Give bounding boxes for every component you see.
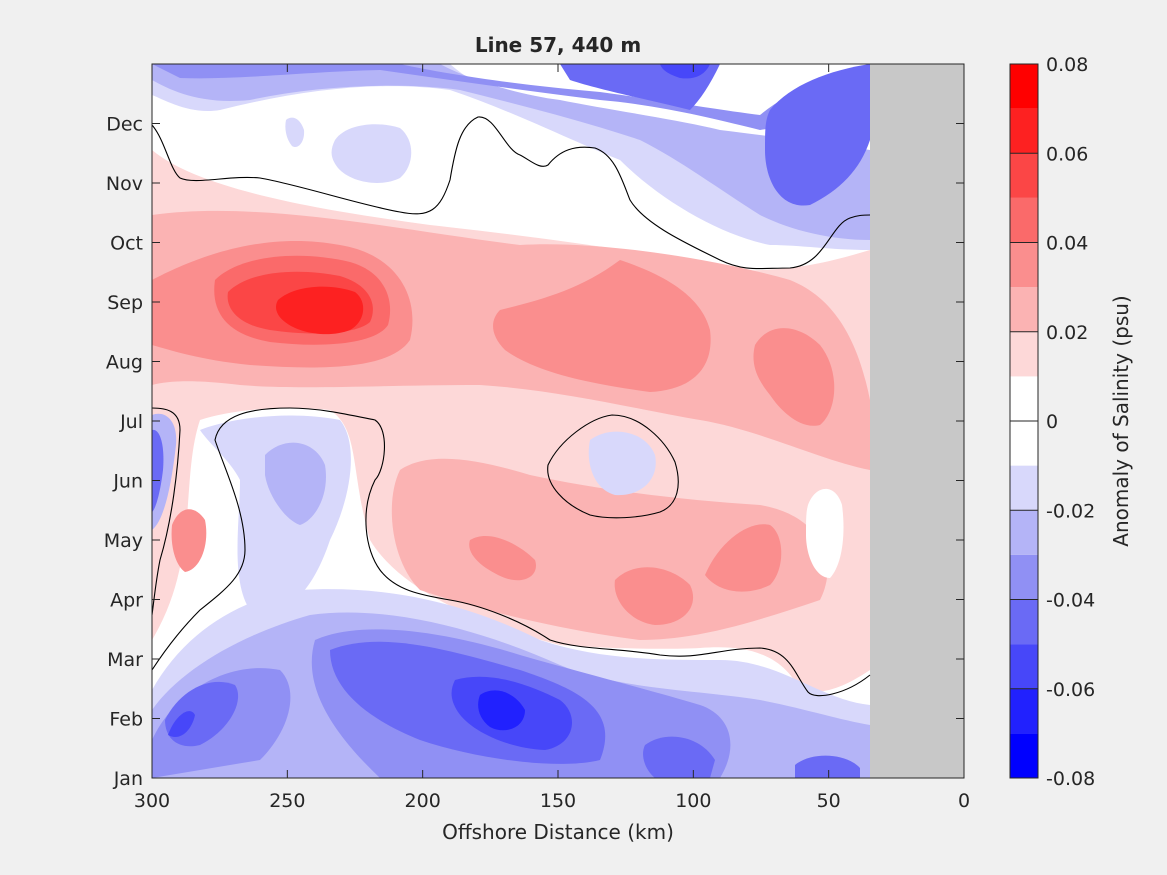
band-negative-mid-5 — [152, 429, 164, 512]
colorbar-tick-label: -0.04 — [1046, 590, 1095, 612]
x-tick-label: 150 — [540, 790, 576, 812]
zero-contour-loop — [547, 414, 679, 519]
colorbar-swatch — [1010, 733, 1038, 778]
x-tick-label: 0 — [958, 790, 970, 812]
no-data-region — [870, 64, 964, 778]
band-negative-top-1 — [152, 64, 870, 250]
colorbar-swatch — [1010, 153, 1038, 198]
y-tick-label: Apr — [110, 590, 143, 612]
x-tick-label: 50 — [817, 790, 841, 812]
y-tick-label: Dec — [106, 114, 143, 136]
y-tick-label: Jun — [112, 471, 143, 493]
y-tick-label: Feb — [109, 709, 143, 731]
band-negative-top-8 — [285, 117, 305, 148]
band-negative-top-7 — [331, 124, 412, 183]
x-axis-ticks: 300 250 200 150 100 50 0 — [134, 64, 970, 812]
band-negative-top-5 — [660, 64, 710, 79]
band-negative-bottom-9 — [168, 711, 195, 738]
y-tick-label: Aug — [106, 352, 143, 374]
band-negative-top-3 — [152, 64, 870, 140]
band-negative-top-2 — [152, 64, 870, 240]
colorbar-swatch — [1010, 644, 1038, 689]
chart-title: Line 57, 440 m — [475, 33, 641, 57]
band-positive-7 — [469, 535, 536, 581]
band-positive-5 — [493, 260, 711, 392]
colorbar-label: Anomaly of Salinity (psu) — [1109, 295, 1133, 546]
band-positive-8 — [614, 567, 694, 625]
y-tick-label: Sep — [107, 292, 143, 314]
band-negative-mid-3 — [588, 431, 656, 496]
band-positive-6 — [753, 328, 835, 426]
y-tick-label: Jan — [113, 768, 143, 790]
x-tick-label: 300 — [134, 790, 170, 812]
zero-contour-bottom — [152, 407, 871, 697]
colorbar-tick-label: 0.06 — [1046, 143, 1088, 165]
colorbar-swatch — [1010, 599, 1038, 645]
colorbar-tick-label: 0.08 — [1046, 54, 1088, 76]
band-negative-bottom-10 — [643, 736, 715, 778]
x-axis-label: Offshore Distance (km) — [442, 820, 674, 844]
y-axis-ticks: Jan Feb Mar Apr May Jun Jul Aug Sep Oct Nov Dec — [104, 114, 964, 790]
colorbar-swatch — [1010, 287, 1038, 332]
band-negative-bottom-7 — [478, 690, 525, 731]
colorbar-swatch — [1010, 421, 1038, 466]
y-tick-label: Mar — [107, 649, 143, 671]
zero-contour-lines — [152, 116, 871, 697]
band-positive-10 — [171, 509, 207, 572]
colorbar-swatch — [1010, 688, 1038, 734]
colorbar-swatch — [1010, 554, 1038, 600]
band-negative-bottom-11 — [795, 755, 860, 778]
colorbar-tick-label: 0.02 — [1046, 322, 1088, 344]
x-tick-label: 100 — [675, 790, 711, 812]
colorbar-swatch — [1010, 331, 1038, 377]
band-negative-mid-2 — [265, 442, 326, 525]
salinity-field — [152, 64, 964, 778]
colorbar-swatch — [1010, 465, 1038, 511]
colorbar-swatch — [1010, 108, 1038, 154]
colorbar-tick-label: -0.02 — [1046, 500, 1095, 522]
colorbar-swatch — [1010, 197, 1038, 243]
colorbar-swatch — [1010, 376, 1038, 421]
band-negative-top-6 — [765, 64, 870, 206]
zero-contour-top — [152, 116, 871, 270]
colorbar-swatch — [1010, 242, 1038, 288]
zero-contour-left — [152, 407, 181, 616]
colorbar-tick-label: 0.04 — [1046, 233, 1088, 255]
colorbar-tick-label: -0.08 — [1046, 768, 1095, 790]
y-tick-label: Jul — [119, 411, 143, 433]
y-tick-label: Nov — [106, 173, 143, 195]
colorbar: 0.08 0.06 0.04 0.02 0 -0.02 -0.04 -0.06 -0.08 — [1009, 54, 1095, 790]
y-tick-label: May — [104, 530, 143, 552]
band-positive-9 — [705, 524, 782, 592]
band-positive-13 — [276, 286, 364, 335]
colorbar-swatch — [1010, 510, 1038, 555]
band-positive-3 — [391, 458, 828, 640]
white-island — [806, 488, 844, 578]
colorbar-swatch — [1010, 64, 1038, 109]
x-tick-label: 200 — [405, 790, 441, 812]
colorbar-tick-label: 0 — [1046, 411, 1058, 433]
x-tick-label: 250 — [269, 790, 305, 812]
colorbar-tick-label: -0.06 — [1046, 679, 1095, 701]
y-tick-label: Oct — [110, 233, 143, 255]
